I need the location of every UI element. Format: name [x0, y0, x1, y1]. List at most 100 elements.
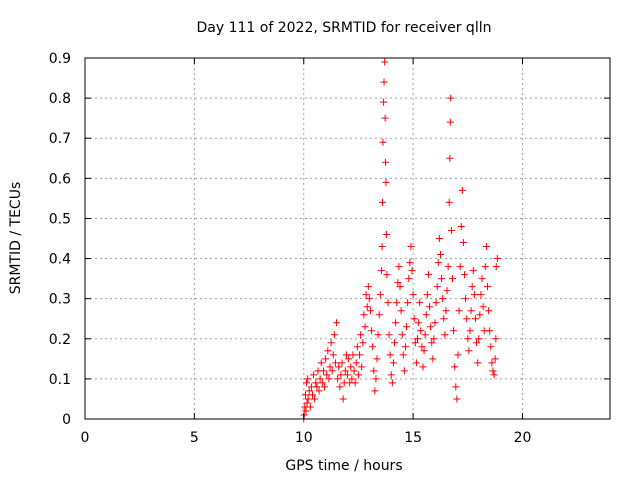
data-point — [438, 275, 446, 283]
data-point — [492, 335, 500, 343]
data-point — [315, 387, 323, 395]
data-point — [347, 363, 355, 371]
data-point — [490, 371, 498, 379]
data-point — [335, 363, 343, 371]
y-tick-label: 0.5 — [49, 211, 71, 227]
data-point — [373, 355, 381, 363]
data-point — [341, 367, 349, 375]
data-point — [477, 291, 485, 299]
y-tick-label: 0.3 — [49, 292, 71, 308]
data-point — [466, 327, 474, 335]
data-point — [364, 283, 372, 291]
data-point — [421, 331, 429, 339]
data-point — [324, 347, 332, 355]
data-point — [391, 339, 399, 347]
data-point — [427, 323, 435, 331]
data-point — [328, 367, 336, 375]
data-point — [434, 259, 442, 267]
data-point — [330, 331, 338, 339]
data-point — [306, 403, 314, 411]
data-point — [440, 315, 448, 323]
data-point — [333, 319, 341, 327]
data-point — [331, 359, 339, 367]
data-point — [312, 379, 320, 387]
y-tick-label: 0.8 — [49, 91, 71, 107]
data-point — [381, 58, 389, 66]
data-point — [366, 307, 374, 315]
data-point — [476, 311, 484, 319]
data-point — [325, 375, 333, 383]
data-point — [410, 315, 418, 323]
data-point — [453, 395, 461, 403]
data-point — [469, 267, 477, 275]
data-point — [462, 295, 470, 303]
data-point — [372, 375, 380, 383]
data-point — [371, 387, 379, 395]
data-point — [471, 315, 479, 323]
data-point — [338, 359, 346, 367]
data-point — [393, 299, 401, 307]
data-point — [356, 351, 364, 359]
data-point — [392, 319, 400, 327]
data-point — [454, 351, 462, 359]
data-point — [412, 359, 420, 367]
data-point — [493, 255, 501, 263]
data-point — [361, 323, 369, 331]
data-point — [385, 331, 393, 339]
data-point — [468, 283, 476, 291]
data-point — [481, 263, 489, 271]
x-tick-label: 10 — [295, 430, 313, 446]
data-point — [459, 239, 467, 247]
data-point — [350, 367, 358, 375]
data-point — [318, 379, 326, 387]
data-point — [303, 399, 311, 407]
data-point — [329, 351, 337, 359]
data-point — [411, 339, 419, 347]
data-point — [415, 319, 423, 327]
data-point — [452, 383, 460, 391]
data-point — [358, 363, 366, 371]
y-tick-label: 0.1 — [49, 372, 71, 388]
data-point — [456, 263, 464, 271]
data-point — [348, 375, 356, 383]
x-tick-label: 0 — [81, 430, 90, 446]
data-point — [387, 371, 395, 379]
data-point — [369, 343, 377, 351]
data-point — [461, 271, 469, 279]
data-point — [432, 299, 440, 307]
data-point — [394, 279, 402, 287]
data-point — [465, 347, 473, 355]
data-point — [446, 154, 454, 162]
data-point — [380, 98, 388, 106]
y-axis-label: SRMTID / TECUs — [8, 182, 24, 295]
data-point — [380, 78, 388, 86]
data-point — [492, 263, 500, 271]
data-point — [488, 359, 496, 367]
data-point — [302, 379, 310, 387]
data-point — [363, 303, 371, 311]
data-point — [352, 359, 360, 367]
x-tick-label: 20 — [514, 430, 532, 446]
data-point — [370, 367, 378, 375]
data-point — [447, 226, 455, 234]
data-point — [416, 299, 424, 307]
data-point — [417, 327, 425, 335]
data-point — [395, 263, 403, 271]
data-point — [455, 307, 463, 315]
data-point — [491, 355, 499, 363]
data-point — [428, 339, 436, 347]
data-point — [436, 251, 444, 259]
data-point — [389, 359, 397, 367]
data-point — [403, 323, 411, 331]
data-point — [433, 283, 441, 291]
data-point — [379, 138, 387, 146]
data-point — [441, 331, 449, 339]
data-point — [362, 291, 370, 299]
data-point — [384, 299, 392, 307]
data-point — [451, 363, 459, 371]
data-point — [414, 335, 421, 343]
data-point — [405, 275, 413, 283]
data-point — [334, 375, 342, 383]
data-point — [401, 343, 409, 351]
